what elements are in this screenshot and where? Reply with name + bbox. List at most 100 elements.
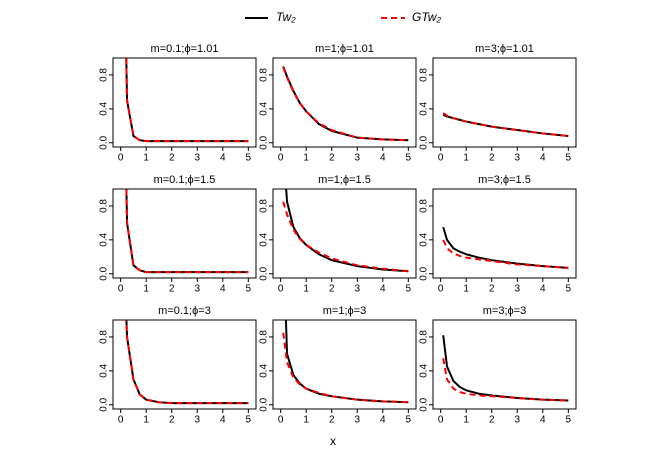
x-tick-label: 1 [463,415,469,426]
y-tick-label: 0.4 [419,363,430,377]
y-tick-label: 0.0 [259,266,270,280]
panel-title: m=3;ϕ=1.01 [475,43,534,55]
x-tick-label: 5 [566,153,572,164]
series-line [442,335,569,402]
x-tick-label: 2 [329,284,335,295]
panel-title: m=0.1;ϕ=1.01 [151,43,219,55]
x-tick-label: 3 [514,415,520,426]
y-tick-label: 0.0 [99,135,110,149]
plot-area [442,335,569,402]
x-tick-label: 3 [194,153,200,164]
x-tick-label: 4 [380,284,386,295]
x-tick-label: 0 [438,415,444,426]
series-line [125,189,249,274]
x-tick-label: 5 [566,284,572,295]
series-line [125,189,249,274]
y-tick-label: 0.4 [259,232,270,246]
y-tick-label: 0.0 [99,266,110,280]
y-tick-label: 0.8 [259,68,270,82]
series-line [125,58,249,143]
y-tick-label: 0.8 [419,330,430,344]
x-tick-label: 4 [220,153,226,164]
x-tick-label: 4 [220,415,226,426]
x-tick-label: 2 [329,415,335,426]
series-line [125,320,249,405]
plot-area [282,189,409,273]
x-tick-label: 1 [143,284,149,295]
x-tick-label: 2 [489,415,495,426]
series-line [282,332,409,404]
series-line [285,189,409,273]
x-tick-label: 0 [118,415,124,426]
x-tick-label: 3 [514,284,520,295]
series-line [284,320,409,404]
panel-frame [112,57,257,148]
x-tick-label: 1 [303,153,309,164]
series-line [125,58,249,143]
x-tick-label: 2 [489,284,495,295]
panel-title: m=0.1;ϕ=1.5 [154,174,216,186]
y-tick-label: 0.4 [259,101,270,115]
x-tick-label: 3 [194,415,200,426]
x-tick-label: 3 [354,415,360,426]
x-tick-label: 0 [118,153,124,164]
x-tick-label: 2 [329,153,335,164]
y-tick-label: 0.8 [99,68,110,82]
y-tick-label: 0.0 [259,397,270,411]
panel-title: m=0.1;ϕ=3 [158,305,211,317]
x-tick-label: 3 [354,153,360,164]
x-tick-label: 1 [143,153,149,164]
x-tick-label: 5 [566,415,572,426]
plot-area [125,320,249,405]
y-tick-label: 0.8 [419,199,430,213]
y-tick-label: 0.0 [419,135,430,149]
x-tick-label: 0 [278,153,284,164]
y-tick-label: 0.4 [99,101,110,115]
panel-title: m=1;ϕ=1.01 [315,43,374,55]
x-tick-label: 1 [303,415,309,426]
x-tick-label: 1 [303,284,309,295]
x-tick-label: 4 [540,153,546,164]
y-tick-label: 0.0 [259,135,270,149]
x-tick-label: 5 [406,415,412,426]
x-tick-label: 4 [220,284,226,295]
panel-frame [432,319,577,410]
x-tick-label: 3 [354,284,360,295]
x-tick-label: 1 [463,153,469,164]
legend-label: Tw₂ [276,10,296,24]
series-line [282,66,409,142]
x-tick-label: 5 [246,284,252,295]
panel-frame [272,57,417,148]
x-tick-label: 4 [380,153,386,164]
x-tick-label: 2 [169,284,175,295]
y-tick-label: 0.4 [419,101,430,115]
y-tick-label: 0.0 [99,397,110,411]
plot-area [282,66,409,142]
panel-title: m=3;ϕ=3 [483,305,526,317]
plot-area [442,226,569,269]
series-line [282,66,409,142]
y-tick-label: 0.8 [259,199,270,213]
plot-area [282,320,409,404]
panel-title: m=3;ϕ=1.5 [478,174,531,186]
legend-label: GTw₂ [412,10,441,24]
x-tick-label: 0 [278,284,284,295]
panel-title: m=1;ϕ=1.5 [318,174,371,186]
y-tick-label: 0.0 [419,266,430,280]
x-tick-label: 4 [380,415,386,426]
series-line [442,239,569,269]
x-tick-label: 5 [406,284,412,295]
series-line [442,357,569,402]
x-tick-label: 0 [118,284,124,295]
panel-frame [272,188,417,279]
series-line [125,320,249,405]
x-tick-label: 3 [514,153,520,164]
series-line [442,226,569,269]
plot-area [442,112,569,137]
x-tick-label: 3 [194,284,200,295]
x-tick-label: 4 [540,415,546,426]
panel-frame [112,188,257,279]
panel-frame [112,319,257,410]
x-tick-label: 1 [463,284,469,295]
